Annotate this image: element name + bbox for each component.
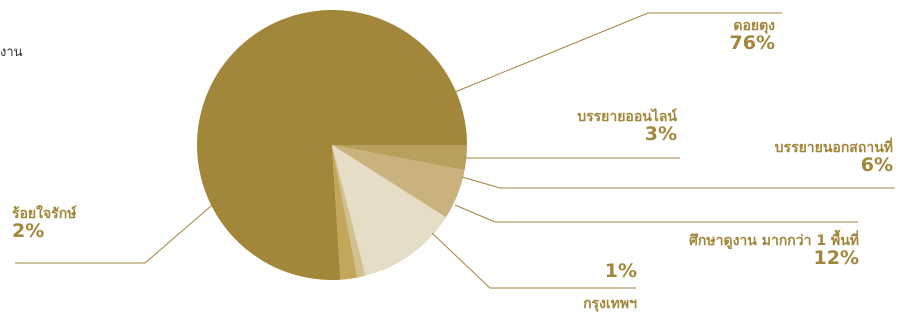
label-studytour-pct: 12% xyxy=(813,246,859,269)
pie-slice-1 xyxy=(332,145,468,171)
leader-line-studytour xyxy=(454,204,858,223)
label-bangkok-name-wrap: กรุงเทพฯ xyxy=(583,297,637,312)
label-royjairak-pct: 2% xyxy=(12,219,45,242)
pie-slices xyxy=(197,9,468,280)
label-doitung-pct: 76% xyxy=(729,31,775,54)
pie-slice-0 xyxy=(197,9,467,280)
pie-slice-2 xyxy=(332,145,465,218)
pie-slice-5 xyxy=(332,145,358,280)
label-bangkok-pct-wrap: 1% xyxy=(604,260,637,282)
pie-slice-4 xyxy=(332,145,366,278)
label-bangkok-pct: 1% xyxy=(604,260,637,282)
leader-line-doitung xyxy=(454,12,782,93)
leader-lines xyxy=(15,12,895,289)
label-bangkok-name: กรุงเทพฯ xyxy=(583,296,637,312)
label-online: บรรยายออนไลน์ 3% xyxy=(577,110,677,145)
label-online-name: บรรยายออนไลน์ xyxy=(577,109,677,125)
label-royjairak-name: ร้อยใจรักษ์ xyxy=(12,206,77,222)
label-offsite-pct: 6% xyxy=(860,153,893,176)
label-studytour-name: ศึกษาดูงาน มากกว่า 1 พื้นที่ xyxy=(689,233,859,249)
label-doitung: ดอยตุง 76% xyxy=(730,19,775,54)
label-royjairak: ร้อยใจรักษ์ 2% xyxy=(12,207,76,242)
label-doitung-name: ดอยตุง xyxy=(733,18,775,34)
cut-off-text: งาน xyxy=(0,45,23,60)
label-studytour: ศึกษาดูงาน มากกว่า 1 พื้นที่ 12% xyxy=(689,234,859,269)
leader-line-offsite xyxy=(461,176,895,189)
leader-line-bangkok xyxy=(431,232,636,289)
leader-line-royjairak xyxy=(15,199,219,264)
label-offsite-name: บรรยายนอกสถานที่ xyxy=(774,140,893,156)
pie-slice-3 xyxy=(332,145,446,276)
label-online-pct: 3% xyxy=(644,122,677,145)
label-offsite: บรรยายนอกสถานที่ 6% xyxy=(775,141,893,176)
